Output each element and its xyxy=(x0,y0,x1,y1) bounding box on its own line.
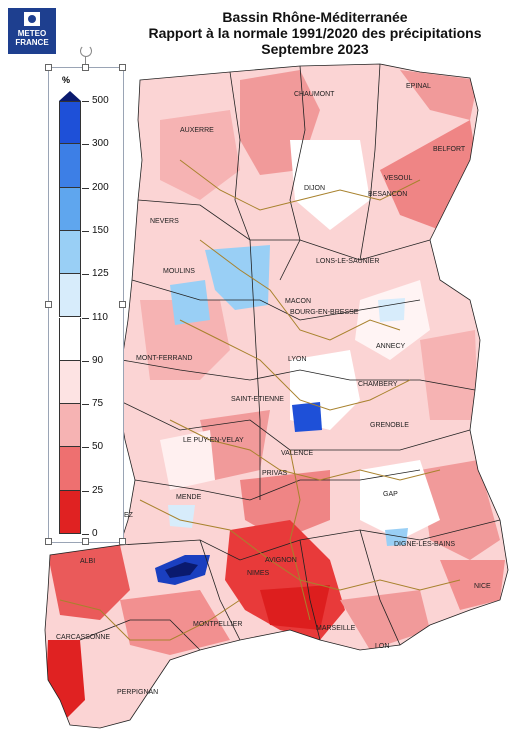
legend-color-block xyxy=(59,144,81,188)
legend-tick-label: 75 xyxy=(92,398,104,410)
city-label: Lyon xyxy=(288,356,307,363)
city-label: Digne-les-Bains xyxy=(394,541,456,548)
legend-tick xyxy=(82,317,89,319)
title-line-2: Rapport à la normale 1991/2020 des préci… xyxy=(148,25,482,41)
legend-tick xyxy=(82,101,89,102)
legend-color-block xyxy=(59,360,81,405)
city-label: Saint-Etienne xyxy=(231,396,284,403)
legend-tick xyxy=(82,447,89,449)
resize-handle-left[interactable] xyxy=(45,301,52,308)
city-label: Lons-le-Saunier xyxy=(316,258,380,265)
legend-tick xyxy=(82,144,89,146)
title-line-1: Bassin Rhône-Méditerranée xyxy=(222,9,408,25)
legend-top-arrow-icon xyxy=(59,91,81,101)
logo-mark-icon xyxy=(24,12,40,26)
city-label: Auxerre xyxy=(180,127,214,134)
city-label: Gap xyxy=(383,491,398,498)
resize-handle-bottom-right[interactable] xyxy=(119,538,126,545)
city-label: Albi xyxy=(80,558,96,565)
city-label: Mende xyxy=(176,494,202,501)
legend-tick-label: 125 xyxy=(92,268,109,280)
legend-color-block xyxy=(59,187,81,231)
city-label: mont-Ferrand xyxy=(136,355,193,362)
city-label: Nevers xyxy=(150,218,179,225)
legend-tick xyxy=(82,404,89,406)
city-label: Le Puy-en-Velay xyxy=(183,437,244,444)
legend-color-block xyxy=(59,404,81,448)
legend-unit: % xyxy=(62,75,71,85)
resize-handle-top-right[interactable] xyxy=(119,64,126,71)
city-label: Dijon xyxy=(304,185,325,192)
legend-color-block xyxy=(59,447,81,491)
logo-text-line2: FRANCE xyxy=(15,38,49,47)
legend-color-block xyxy=(59,490,81,534)
legend-tick-label: 150 xyxy=(92,224,109,236)
city-label: Nice xyxy=(474,583,491,590)
legend-tick-label: 90 xyxy=(92,354,104,366)
city-label: Lon xyxy=(375,643,390,650)
city-label: Chambery xyxy=(358,381,398,388)
city-label: Belfort xyxy=(433,146,466,153)
city-label: Bourg-en-Bresse xyxy=(290,309,359,316)
map-title: Bassin Rhône-Méditerranée Rapport à la n… xyxy=(120,9,510,57)
city-label: Valence xyxy=(281,450,314,457)
legend-tick-label: 50 xyxy=(92,441,104,453)
rotate-handle-stem xyxy=(85,56,86,67)
city-label: Perpignan xyxy=(117,689,159,696)
city-label: Nimes xyxy=(247,570,270,577)
legend-color-block xyxy=(59,274,81,318)
resize-handle-bottom[interactable] xyxy=(82,538,89,545)
legend-tick-label: 25 xyxy=(92,484,104,496)
legend-tick xyxy=(82,534,89,535)
resize-handle-right[interactable] xyxy=(119,301,126,308)
city-label: Carcassonne xyxy=(56,634,111,641)
city-label: Grenoble xyxy=(370,422,409,429)
legend-tick xyxy=(82,490,89,492)
resize-handle-bottom-left[interactable] xyxy=(45,538,52,545)
city-label: Epinal xyxy=(406,83,431,90)
resize-handle-top-left[interactable] xyxy=(45,64,52,71)
title-line-3: Septembre 2023 xyxy=(261,41,369,57)
legend-tick xyxy=(82,230,89,232)
legend-tick xyxy=(82,187,89,189)
city-label: Privas xyxy=(262,470,288,477)
meteo-france-logo: METEO FRANCE xyxy=(8,8,56,54)
legend-tick xyxy=(82,360,89,362)
city-label: Vesoul xyxy=(384,175,413,182)
city-label: Macon xyxy=(285,298,312,305)
city-label: Moulins xyxy=(163,268,195,275)
city-label: Besancon xyxy=(368,191,408,198)
city-label: Avignon xyxy=(265,557,297,564)
rotate-handle-icon[interactable] xyxy=(80,45,92,57)
legend-tick-label: 500 xyxy=(92,95,109,106)
city-label: Marseille xyxy=(316,625,356,632)
legend-color-block xyxy=(59,317,81,361)
city-label: Montpellier xyxy=(193,621,243,628)
legend-tick-label: 300 xyxy=(92,138,109,150)
legend-tick-label: 0 xyxy=(92,528,98,539)
legend-color-block xyxy=(59,101,81,145)
logo-text-line1: METEO xyxy=(17,29,47,38)
city-label: Chaumont xyxy=(294,91,335,98)
legend-tick-label: 110 xyxy=(92,311,108,323)
legend-color-block xyxy=(59,230,81,275)
resize-handle-top[interactable] xyxy=(82,64,89,71)
city-label: ez xyxy=(124,512,133,519)
city-label: Annecy xyxy=(376,343,406,350)
legend-tick-label: 200 xyxy=(92,181,109,193)
legend-tick xyxy=(82,274,89,276)
